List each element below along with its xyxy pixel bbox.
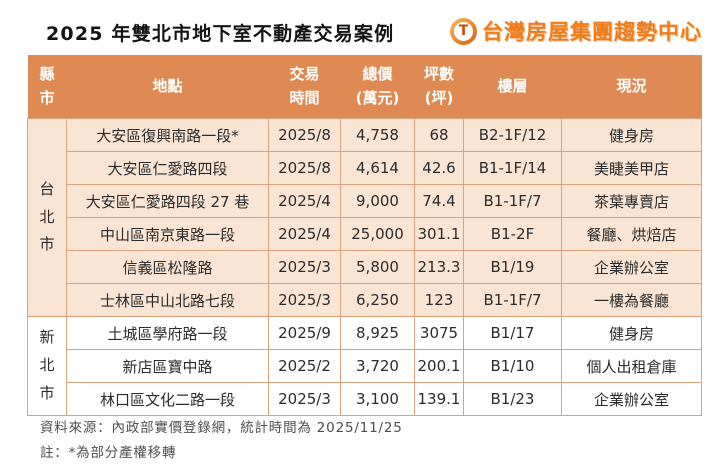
location-cell: 林口區文化二路一段 — [66, 382, 269, 416]
table-row: 中山區南京東路一段 2025/4 25,000 301.1 B1-2F 餐廳、烘… — [28, 217, 702, 251]
county-cell-new-taipei: 新 北 市 — [27, 316, 67, 416]
location-cell: 大安區仁愛路四段 27 巷 — [66, 184, 269, 218]
location-cell: 士林區中山北路七段 — [66, 283, 269, 317]
data-source-note: 資料來源：內政部實價登錄網，統計時間為 2025/11/25 — [40, 420, 403, 436]
price-cell: 6,250 — [340, 283, 415, 317]
status-cell: 企業辦公室 — [561, 382, 702, 416]
area-cell: 74.4 — [414, 184, 464, 218]
area-cell: 68 — [414, 118, 464, 152]
floor-cell: B1-1F/7 — [463, 184, 562, 218]
status-cell: 一樓為餐廳 — [561, 283, 702, 317]
floor-cell: B1-2F — [463, 217, 562, 251]
table-row: 新店區寶中路 2025/2 3,720 200.1 B1/10 個人出租倉庫 — [28, 349, 702, 383]
date-cell: 2025/8 — [268, 151, 341, 185]
header-county: 縣 市 — [27, 55, 67, 119]
location-cell: 新店區寶中路 — [66, 349, 269, 383]
table-row: 林口區文化二路一段 2025/3 3,100 139.1 B1/23 企業辦公室 — [28, 382, 702, 416]
table-row: 新 北 市 土城區學府路一段 2025/9 8,925 3075 B1/17 健… — [27, 316, 702, 416]
t-circle-icon-letter: T — [454, 21, 473, 41]
price-cell: 4,758 — [340, 118, 415, 152]
date-cell: 2025/8 — [268, 118, 341, 152]
area-cell: 3075 — [414, 316, 464, 350]
header-date: 交易 時間 — [268, 55, 341, 119]
date-cell: 2025/3 — [268, 382, 341, 416]
status-cell: 健身房 — [561, 316, 702, 350]
floor-cell: B1/23 — [463, 382, 562, 416]
floor-cell: B1-1F/14 — [463, 151, 562, 185]
status-cell: 餐廳、烘焙店 — [561, 217, 702, 251]
location-cell: 大安區復興南路一段* — [66, 118, 269, 152]
table-row: 士林區中山北路七段 2025/3 6,250 123 B1-1F/7 一樓為餐廳 — [28, 283, 702, 317]
table-row: 大安區仁愛路四段 27 巷 2025/4 9,000 74.4 B1-1F/7 … — [28, 184, 702, 218]
price-cell: 25,000 — [340, 217, 415, 251]
area-cell: 213.3 — [414, 250, 464, 284]
date-cell: 2025/9 — [268, 316, 341, 350]
floor-cell: B1-1F/7 — [463, 283, 562, 317]
area-cell: 139.1 — [414, 382, 464, 416]
table-row: 台 北 市 大安區復興南路一段* 2025/8 4,758 68 B2-1F/1… — [27, 118, 702, 317]
status-cell: 企業辦公室 — [561, 250, 702, 284]
price-cell: 8,925 — [340, 316, 415, 350]
price-cell: 9,000 — [340, 184, 415, 218]
brand-logo-text: 台灣房屋集團趨勢中心 — [482, 20, 702, 44]
table-header: 縣 市 地點 交易 時間 總價 (萬元) 坪數 (坪) 樓層 現況 — [27, 55, 702, 119]
header-area: 坪數 (坪) — [414, 55, 464, 119]
location-cell: 大安區仁愛路四段 — [66, 151, 269, 185]
area-cell: 123 — [414, 283, 464, 317]
county-cell-taipei: 台 北 市 — [27, 118, 67, 317]
status-cell: 茶葉專賣店 — [561, 184, 702, 218]
asterisk-note: 註：*為部分產權移轉 — [40, 445, 177, 461]
status-cell: 美睫美甲店 — [561, 151, 702, 185]
transactions-table: 縣 市 地點 交易 時間 總價 (萬元) 坪數 (坪) 樓層 現況 台 北 市 … — [27, 55, 702, 416]
date-cell: 2025/4 — [268, 184, 341, 218]
date-cell: 2025/3 — [268, 283, 341, 317]
area-cell: 42.6 — [414, 151, 464, 185]
status-cell: 個人出租倉庫 — [561, 349, 702, 383]
price-cell: 5,800 — [340, 250, 415, 284]
floor-cell: B1/10 — [463, 349, 562, 383]
status-cell: 健身房 — [561, 118, 702, 152]
area-cell: 301.1 — [414, 217, 464, 251]
price-cell: 4,614 — [340, 151, 415, 185]
area-cell: 200.1 — [414, 349, 464, 383]
header-row: 縣 市 地點 交易 時間 總價 (萬元) 坪數 (坪) 樓層 現況 — [27, 55, 702, 119]
location-cell: 中山區南京東路一段 — [66, 217, 269, 251]
location-cell: 信義區松隆路 — [66, 250, 269, 284]
header-location: 地點 — [66, 55, 269, 119]
table-row: 信義區松隆路 2025/3 5,800 213.3 B1/19 企業辦公室 — [28, 250, 702, 284]
brand-logo: T 台灣房屋集團趨勢中心 — [450, 16, 702, 46]
floor-cell: B1/17 — [463, 316, 562, 350]
floor-cell: B1/19 — [463, 250, 562, 284]
header-price: 總價 (萬元) — [340, 55, 415, 119]
table-row: 大安區仁愛路四段 2025/8 4,614 42.6 B1-1F/14 美睫美甲… — [28, 151, 702, 185]
header-status: 現況 — [561, 55, 702, 119]
t-circle-icon: T — [450, 17, 477, 45]
floor-cell: B2-1F/12 — [463, 118, 562, 152]
price-cell: 3,720 — [340, 349, 415, 383]
price-cell: 3,100 — [340, 382, 415, 416]
date-cell: 2025/3 — [268, 250, 341, 284]
date-cell: 2025/2 — [268, 349, 341, 383]
date-cell: 2025/4 — [268, 217, 341, 251]
page-title: 2025 年雙北市地下室不動產交易案例 — [46, 23, 395, 45]
location-cell: 土城區學府路一段 — [66, 316, 269, 350]
header-floor: 樓層 — [463, 55, 562, 119]
